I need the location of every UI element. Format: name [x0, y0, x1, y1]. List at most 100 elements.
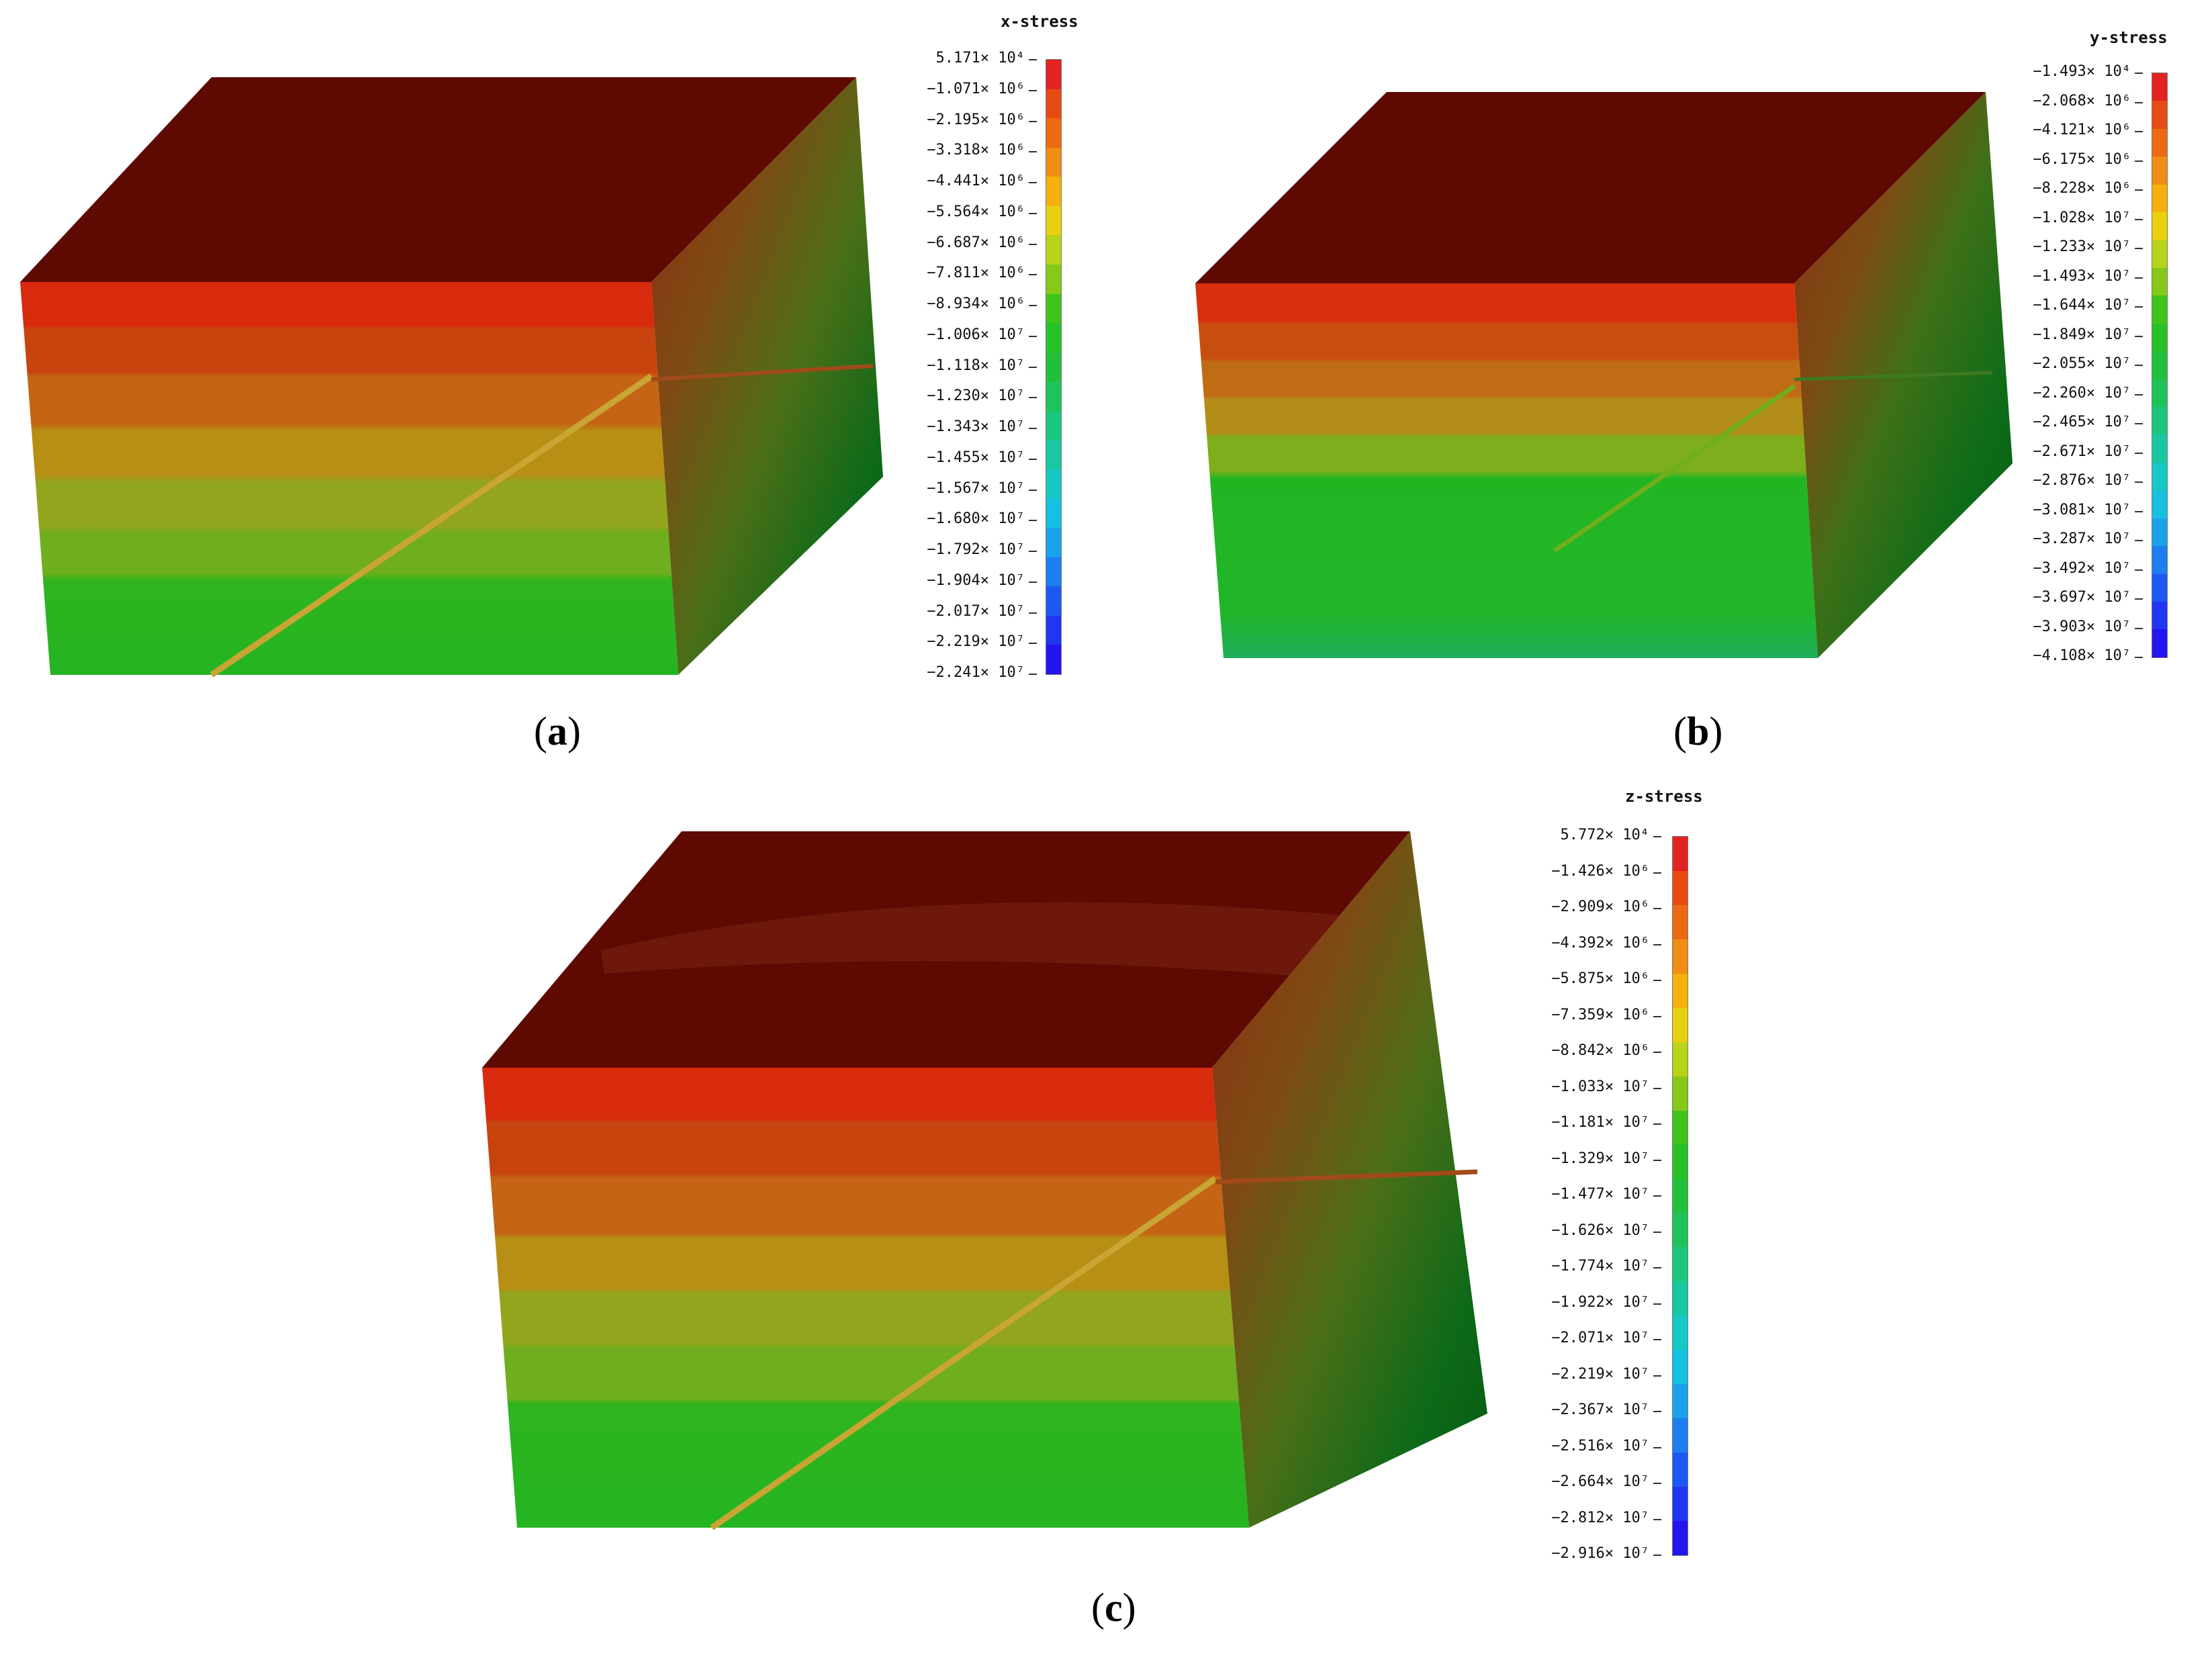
stress-cube-c: [482, 831, 1487, 1530]
top-face-band: [601, 902, 1390, 977]
color-bar-segment: [2152, 629, 2167, 657]
legend-tick: [1653, 1267, 1661, 1268]
color-bar-segment: [1673, 1110, 1688, 1145]
color-bar-segment: [1046, 177, 1061, 206]
color-bar-segment: [2152, 462, 2167, 491]
legend-tick-label: −2.260× 10⁷: [2033, 384, 2131, 402]
legend-tick: [1029, 243, 1037, 245]
legend-tick: [1029, 581, 1037, 583]
legend-tick-label: −2.068× 10⁶: [2033, 92, 2131, 109]
legend-tick: [1029, 182, 1037, 183]
cube-front-face: [1195, 283, 1818, 658]
legend-tick-label: −1.493× 10⁴: [2033, 63, 2131, 80]
color-bar-segment: [1673, 1384, 1688, 1418]
legend-tick: [2135, 452, 2143, 454]
cube-front-face: [482, 1068, 1249, 1528]
legend-tick-label: −6.687× 10⁶: [927, 234, 1025, 251]
color-bar: [2152, 73, 2168, 658]
legend-tick: [2135, 598, 2143, 600]
color-bar-segment: [1673, 905, 1688, 939]
color-bar-segment: [2152, 323, 2167, 352]
color-bar-segment: [1673, 939, 1688, 974]
legend-tick: [2135, 248, 2143, 249]
legend-tick-label: −1.033× 10⁷: [1551, 1078, 1649, 1095]
legend-tick: [1653, 1483, 1661, 1484]
color-bar-segment: [2152, 602, 2167, 630]
legend-tick-label: −5.564× 10⁶: [927, 203, 1025, 220]
color-bar-segment: [2152, 434, 2167, 463]
color-bar-segment: [1046, 557, 1061, 587]
color-bar-segment: [2152, 379, 2167, 408]
legend-tick-label: −1.028× 10⁷: [2033, 209, 2131, 226]
cube-top-face: [20, 77, 856, 282]
legend-tick-label: −2.195× 10⁶: [927, 111, 1025, 128]
color-bar-segment: [1673, 870, 1688, 905]
fault-line: [1553, 384, 1796, 553]
legend-tick: [1029, 212, 1037, 214]
color-bar-segment: [2152, 546, 2167, 574]
legend-tick: [1029, 458, 1037, 460]
legend-tick: [1029, 643, 1037, 645]
fault-line: [710, 1176, 1217, 1530]
color-bar-segment: [1046, 615, 1061, 645]
legend-tick-label: −8.228× 10⁶: [2033, 180, 2131, 197]
legend-tick: [1029, 612, 1037, 614]
color-bar-segment: [1673, 1315, 1688, 1350]
legend-tick: [1653, 1375, 1661, 1377]
legend-tick: [1653, 1303, 1661, 1305]
legend-tick: [1029, 59, 1037, 60]
color-bar-segment: [1046, 498, 1061, 528]
legend-tick-label: −8.934× 10⁶: [927, 295, 1025, 312]
legend-tick: [1653, 1052, 1661, 1053]
color-bar-segment: [1046, 89, 1061, 119]
color-bar-segment: [2152, 407, 2167, 435]
color-bar-segment: [2152, 267, 2167, 296]
color-bar-segment: [1046, 264, 1061, 294]
legend-tick: [2135, 569, 2143, 571]
legend-tick: [2135, 101, 2143, 103]
stress-cube-b: [1195, 92, 2013, 658]
legend-tick-label: −4.121× 10⁶: [2033, 122, 2131, 138]
legend-tick-label: −1.477× 10⁷: [1551, 1186, 1649, 1203]
legend-tick: [2135, 657, 2143, 658]
legend-tick: [2135, 540, 2143, 541]
legend-tick-label: −2.071× 10⁷: [1551, 1330, 1649, 1346]
legend-tick: [2135, 627, 2143, 629]
legend-tick-label: −1.426× 10⁶: [1551, 862, 1649, 880]
legend-tick-label: −1.644× 10⁷: [2033, 297, 2131, 314]
legend-tick-label: −1.849× 10⁷: [2033, 326, 2131, 343]
cube-top-face: [1195, 92, 1986, 283]
legend-tick-label: −2.219× 10⁷: [927, 633, 1025, 651]
color-bar-segment: [1673, 1520, 1688, 1555]
legend-tick-label: −3.318× 10⁶: [927, 142, 1025, 159]
color-bar-segment: [1673, 1042, 1688, 1076]
legend-tick: [1653, 1123, 1661, 1125]
legend-tick-label: −1.230× 10⁷: [927, 387, 1025, 405]
legend-tick-label: −1.904× 10⁷: [927, 571, 1025, 589]
legend-tick-label: −1.181× 10⁷: [1551, 1114, 1649, 1131]
legend-tick-label: −7.359× 10⁶: [1551, 1006, 1649, 1023]
color-bar-segment: [1046, 235, 1061, 265]
color-bar-segment: [1046, 645, 1061, 674]
legend-tick: [2135, 160, 2143, 162]
legend-tick-label: −1.329× 10⁷: [1551, 1150, 1649, 1167]
panel-b: y-stress −1.493× 10⁴ −2.068× 10⁶ −4.121× 1…: [1106, 0, 2212, 772]
legend-tick: [2135, 277, 2143, 279]
legend-tick: [2135, 73, 2143, 74]
legend-tick: [1653, 1446, 1661, 1448]
legend-tick-label: −2.671× 10⁷: [2033, 443, 2131, 460]
color-bar-segment: [1673, 837, 1688, 871]
panel-a: x-stress 5.171× 10⁴ −1.071× 10⁶ −2.195× 10…: [0, 0, 1106, 772]
color-bar-segment: [1673, 1178, 1688, 1213]
legend-tick-label: −1.493× 10⁷: [2033, 267, 2131, 285]
legend-tick: [2135, 335, 2143, 337]
legend-tick-label: −8.842× 10⁶: [1551, 1042, 1649, 1059]
cube-side-face: [1212, 831, 1487, 1528]
color-bar: [1672, 836, 1688, 1556]
legend-tick: [1653, 1555, 1661, 1556]
color-bar-segment: [2152, 351, 2167, 379]
legend-tick-label: −1.567× 10⁷: [927, 479, 1025, 497]
legend-tick-label: −3.287× 10⁷: [2033, 530, 2131, 547]
cube-side-face: [651, 77, 883, 675]
legend-tick: [1029, 274, 1037, 276]
